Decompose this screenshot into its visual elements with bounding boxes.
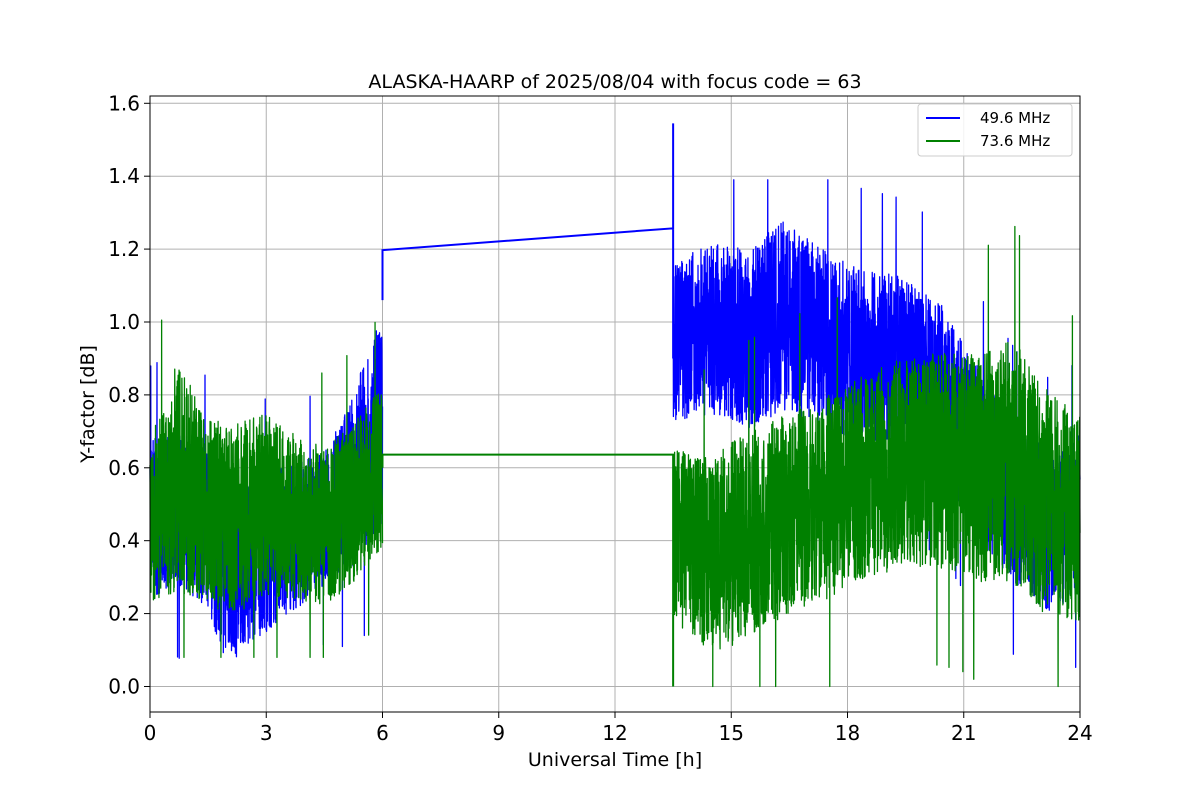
y-tick-label: 0.8 [108, 383, 140, 407]
series-2 [149, 225, 1081, 688]
y-tick-label: 1.2 [108, 237, 140, 261]
x-tick-label: 15 [719, 721, 744, 745]
series-2-connector-1 [381, 453, 675, 687]
x-tick-label: 6 [376, 721, 389, 745]
x-tick-label: 24 [1067, 721, 1092, 745]
x-tick-label: 3 [260, 721, 273, 745]
y-tick-label: 1.6 [108, 91, 140, 115]
x-tick-label: 12 [602, 721, 627, 745]
data-layer [149, 123, 1081, 688]
legend-label-1: 49.6 MHz [980, 109, 1050, 127]
x-axis-label: Universal Time [h] [528, 749, 702, 771]
y-axis-label: Y-factor [dB] [77, 345, 99, 464]
chart-title: ALASKA-HAARP of 2025/08/04 with focus co… [368, 71, 861, 93]
x-tick-label: 21 [951, 721, 976, 745]
x-tick-label: 0 [144, 721, 157, 745]
y-tick-label: 0.4 [108, 529, 140, 553]
y-tick-label: 1.0 [108, 310, 140, 334]
y-tick-label: 1.4 [108, 164, 140, 188]
y-axis: 0.0 0.2 0.4 0.6 0.8 1.0 1.2 1.4 1.6 [108, 91, 150, 698]
series-1-connector-1 [381, 123, 675, 359]
y-tick-label: 0.0 [108, 674, 140, 698]
y-tick-label: 0.2 [108, 602, 140, 626]
legend-label-2: 73.6 MHz [980, 132, 1050, 150]
x-tick-label: 9 [492, 721, 505, 745]
series-2-segment-2 [672, 225, 1081, 688]
y-tick-label: 0.6 [108, 456, 140, 480]
series-2-segment-1 [149, 319, 384, 658]
legend: 49.6 MHz 73.6 MHz [917, 103, 1073, 157]
x-tick-label: 18 [835, 721, 860, 745]
x-axis: 0 3 6 9 12 15 18 21 24 [144, 712, 1093, 745]
